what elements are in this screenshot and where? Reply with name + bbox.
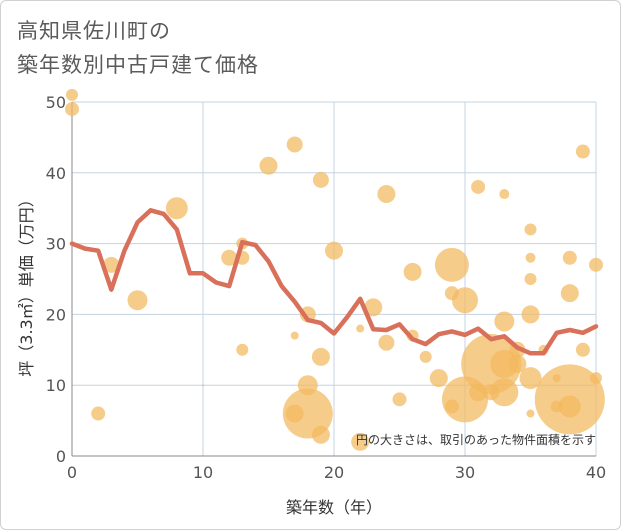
average-line (69, 208, 599, 356)
bubble-point (525, 252, 536, 263)
bubble-point (429, 369, 448, 388)
bubble-point (286, 136, 303, 153)
bubble-point (521, 305, 540, 324)
bubble-point (259, 156, 278, 175)
bubble-point (524, 273, 537, 285)
bubble-point (356, 324, 365, 333)
bubble-point (312, 171, 329, 188)
y-tick-label-2: 20 (46, 305, 66, 324)
bubble-point (325, 241, 343, 260)
x-tick-label-3: 30 (455, 463, 475, 482)
size-annotation: 円の大きさは、取引のあった物件面積を示す (356, 432, 596, 447)
bubble-point (419, 350, 432, 363)
bubble-point (91, 406, 106, 421)
bubble-point (575, 342, 590, 357)
x-tick-label-0: 0 (67, 463, 77, 482)
bubble-point (403, 262, 422, 281)
bubble-point (526, 409, 535, 418)
bubble-point (311, 425, 330, 444)
chart-title-line-1: 高知県佐川町の (17, 19, 171, 43)
bubble-point (299, 306, 316, 323)
bubble-point (560, 284, 579, 303)
bubble-point (127, 290, 148, 311)
bubble-point (392, 392, 407, 407)
x-tick-label-1: 10 (193, 463, 213, 482)
bubble-point (558, 395, 581, 418)
bubble-point (575, 144, 590, 159)
y-tick-label-5: 50 (46, 93, 66, 112)
bubble-point (351, 432, 370, 451)
bubble-point (471, 179, 486, 194)
bubble-point (377, 185, 396, 204)
bubble-point (524, 223, 537, 236)
x-axis-label: 築年数（年） (286, 498, 382, 517)
bubble-point (590, 372, 602, 385)
bubble-point (221, 249, 238, 266)
y-tick-label-4: 40 (46, 164, 66, 183)
bubble-point (311, 347, 330, 366)
bubble-point (103, 256, 120, 273)
chart-title-line-2: 築年数別中古戸建て価格 (17, 53, 259, 77)
bubbles (65, 88, 605, 451)
bubble-point (364, 298, 383, 317)
bubble-point (452, 287, 478, 314)
bubble-point (499, 189, 510, 200)
y-tick-label-3: 30 (46, 235, 66, 254)
x-tick-label-2: 20 (324, 463, 344, 482)
bubble-point (378, 334, 395, 351)
average-price-line (69, 208, 599, 356)
y-axis-label: 坪（3.3㎡）単価（万円） (17, 191, 36, 376)
bubble-point (494, 311, 515, 332)
y-tick-label-0: 0 (56, 447, 66, 466)
bubble-point (236, 343, 249, 356)
bubble-point (490, 349, 519, 378)
ticks: 0 10 20 30 40 0 10 20 30 40 50 (46, 93, 607, 482)
bubble-point (66, 88, 78, 101)
bubble-point (589, 257, 603, 272)
bubble-point (65, 102, 79, 117)
bubble-point (434, 247, 469, 282)
x-tick-label-4: 40 (586, 463, 606, 482)
bubble-point (562, 250, 577, 265)
bubble-point (508, 354, 527, 373)
bubble-point (290, 331, 299, 340)
bubble-point (165, 197, 188, 220)
bubble-point (519, 367, 542, 390)
bubble-point (490, 378, 519, 407)
y-tick-label-1: 10 (46, 376, 66, 395)
chart-title: 高知県佐川町の 築年数別中古戸建て価格 (17, 14, 259, 82)
bubble-point (202, 384, 204, 387)
